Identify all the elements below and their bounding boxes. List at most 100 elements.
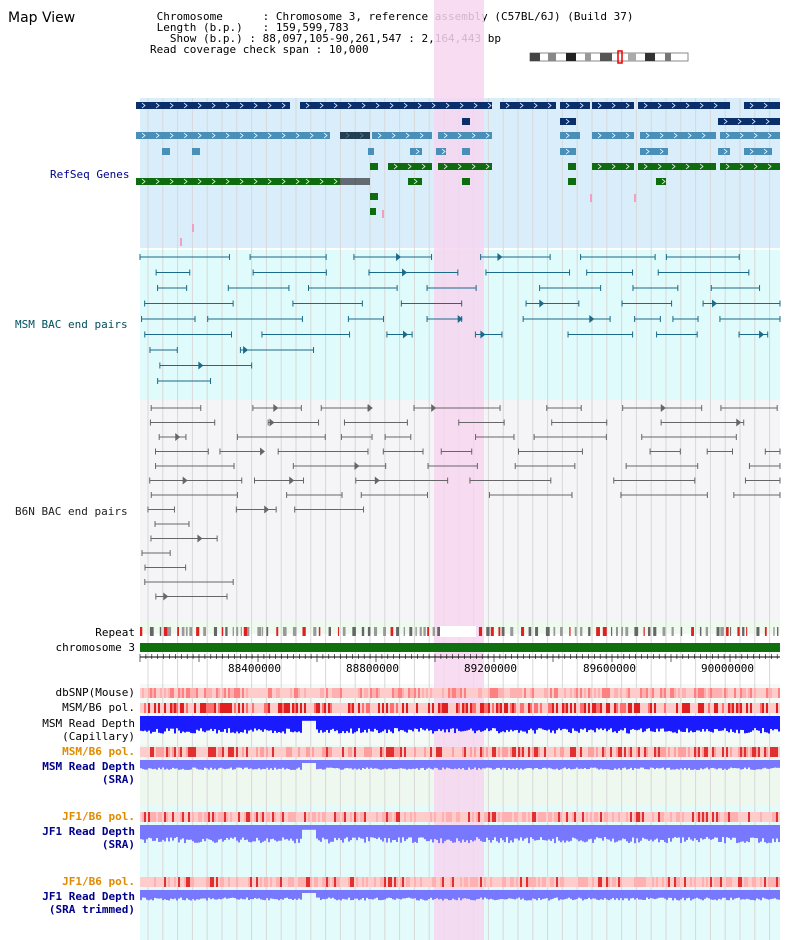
read-depth-bin xyxy=(324,716,326,732)
read-depth-bin xyxy=(608,760,610,770)
polymorphism-bin xyxy=(726,877,728,887)
polymorphism-bin xyxy=(460,877,462,887)
polymorphism-bin xyxy=(246,688,248,698)
read-depth-bin xyxy=(678,890,680,901)
polymorphism-bin xyxy=(460,812,462,822)
polymorphism-bin xyxy=(252,812,254,822)
read-depth-bin xyxy=(250,716,252,730)
polymorphism-bin xyxy=(708,688,710,698)
polymorphism-bin xyxy=(730,812,732,822)
polymorphism-bin xyxy=(434,812,436,822)
polymorphism-bin xyxy=(524,703,526,713)
gene-arrow xyxy=(713,102,718,109)
read-depth-bin xyxy=(172,890,174,900)
read-depth-bin xyxy=(688,760,690,769)
polymorphism-bin xyxy=(164,747,166,757)
read-depth-bin xyxy=(538,760,540,770)
polymorphism-bin xyxy=(698,877,700,887)
read-depth-bin xyxy=(260,825,262,843)
polymorphism-bin xyxy=(660,688,662,698)
polymorphism-bin xyxy=(574,812,576,822)
polymorphism-bin xyxy=(436,688,438,698)
read-depth-bin xyxy=(598,825,600,839)
polymorphism-bin xyxy=(726,688,728,698)
repeat-element xyxy=(225,627,228,636)
read-depth-bin xyxy=(646,716,648,729)
read-depth-bin xyxy=(194,760,196,768)
polymorphism-bin xyxy=(248,877,250,887)
polymorphism-bin xyxy=(286,877,288,887)
polymorphism-bin xyxy=(678,812,680,822)
read-depth-bin xyxy=(390,760,392,769)
polymorphism-bin xyxy=(618,877,620,887)
polymorphism-bin xyxy=(570,812,572,822)
polymorphism-bin xyxy=(250,877,252,887)
read-depth-bin xyxy=(748,716,750,733)
polymorphism-bin xyxy=(532,877,534,887)
polymorphism-bin xyxy=(534,747,536,757)
polymorphism-bin xyxy=(234,703,236,713)
read-depth-bin xyxy=(714,890,716,900)
polymorphism-bin xyxy=(216,812,218,822)
polymorphism-bin xyxy=(366,747,368,757)
msm-bac-track-label[interactable]: MSM BAC end pairs xyxy=(15,318,128,331)
polymorphism-bin xyxy=(488,877,490,887)
read-depth-bin xyxy=(666,716,668,732)
read-depth-bin xyxy=(686,825,688,841)
read-depth-bin xyxy=(172,716,174,729)
read-depth-bin xyxy=(572,825,574,838)
read-depth-bin xyxy=(150,890,152,900)
read-depth-bin xyxy=(688,890,690,898)
polymorphism-bin xyxy=(700,812,702,822)
read-depth-bin xyxy=(678,825,680,838)
polymorphism-bin xyxy=(444,688,446,698)
read-depth-bin xyxy=(486,716,488,729)
read-depth-bin xyxy=(460,825,462,843)
read-depth-bin xyxy=(724,890,726,898)
read-depth-bin xyxy=(452,890,454,899)
polymorphism-bin xyxy=(632,747,634,757)
read-depth-bin xyxy=(240,890,242,899)
refseq-track-label[interactable]: RefSeq Genes xyxy=(50,168,130,181)
polymorphism-bin xyxy=(426,747,428,757)
gene-arrow xyxy=(155,102,160,109)
polymorphism-bin xyxy=(508,688,510,698)
polymorphism-bin xyxy=(758,877,760,887)
read-depth-bin xyxy=(348,760,350,769)
gene-exon xyxy=(592,102,634,109)
read-depth-bin xyxy=(280,716,282,733)
polymorphism-bin xyxy=(548,703,550,713)
read-depth-bin xyxy=(288,890,290,899)
b6n-bac-track-label[interactable]: B6N BAC end pairs xyxy=(15,505,128,518)
read-depth-bin xyxy=(698,760,700,770)
polymorphism-bin xyxy=(598,812,600,822)
polymorphism-bin xyxy=(448,812,450,822)
read-depth-bin xyxy=(606,716,608,732)
read-depth-bin xyxy=(688,825,690,838)
read-depth-bin xyxy=(714,760,716,769)
msm-b6-pol-label: MSM/B6 pol. xyxy=(62,701,135,714)
polymorphism-bin xyxy=(300,747,302,757)
read-depth-bin xyxy=(456,760,458,770)
msm-read-depth-line1: MSM Read Depth xyxy=(42,717,135,730)
read-depth-bin xyxy=(350,760,352,769)
polymorphism-bin xyxy=(602,877,604,887)
read-depth-bin xyxy=(356,716,358,732)
gene-arrow xyxy=(417,102,422,109)
polymorphism-bin xyxy=(492,812,494,822)
polymorphism-bin xyxy=(648,703,650,713)
polymorphism-bin xyxy=(184,703,186,713)
read-depth-bin xyxy=(486,825,488,838)
polymorphism-bin xyxy=(386,747,388,757)
read-depth-bin xyxy=(582,825,584,842)
polymorphism-bin xyxy=(648,812,650,822)
polymorphism-bin xyxy=(756,688,758,698)
repeat-element xyxy=(478,627,483,636)
gene-arrow xyxy=(671,163,676,170)
polymorphism-bin xyxy=(346,703,348,713)
read-depth-bin xyxy=(758,716,760,731)
read-depth-bin xyxy=(224,890,226,898)
read-depth-bin xyxy=(406,825,408,840)
chromosome-bar xyxy=(140,643,780,652)
